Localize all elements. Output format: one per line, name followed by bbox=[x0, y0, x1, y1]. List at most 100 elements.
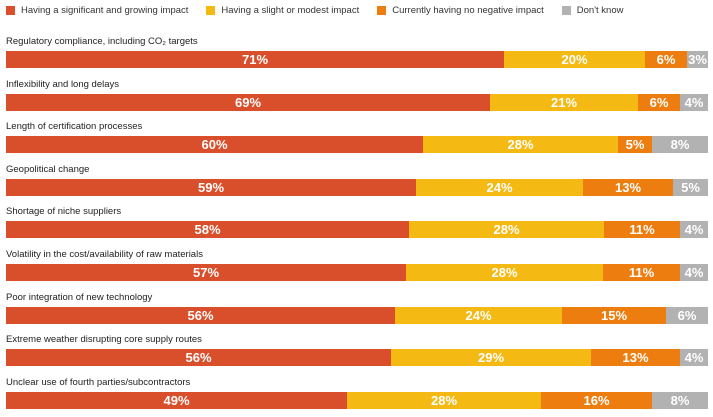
row-label: Extreme weather disrupting core supply r… bbox=[6, 334, 202, 345]
bar-segment-none: 11% bbox=[604, 221, 680, 238]
data-label: 57% bbox=[192, 265, 220, 280]
data-label: 15% bbox=[600, 308, 628, 323]
bar-segment-dont-know: 8% bbox=[652, 392, 708, 409]
bar-segment-dont-know: 4% bbox=[680, 349, 708, 366]
legend-label: Having a slight or modest impact bbox=[221, 4, 360, 16]
data-label: 16% bbox=[583, 393, 610, 408]
bar-segment-significant: 56% bbox=[6, 307, 395, 324]
bar-row: 57% 28% 11% 4% bbox=[6, 264, 708, 281]
data-label: 28% bbox=[430, 393, 458, 408]
row-label: Volatility in the cost/availability of r… bbox=[6, 249, 203, 260]
data-label: 4% bbox=[684, 265, 704, 280]
bar-segment-dont-know: 8% bbox=[652, 136, 708, 153]
row-label: Geopolitical change bbox=[6, 164, 90, 175]
data-label: 8% bbox=[670, 393, 690, 408]
bar-segment-slight: 28% bbox=[423, 136, 618, 153]
data-label: 4% bbox=[684, 95, 704, 110]
row-label: Length of certification processes bbox=[6, 121, 143, 132]
data-label: 21% bbox=[550, 95, 578, 110]
bar-segment-dont-know: 3% bbox=[687, 51, 708, 68]
bar-segment-dont-know: 6% bbox=[666, 307, 708, 324]
legend-item-slight: Having a slight or modest impact bbox=[206, 5, 359, 16]
row-label: Regulatory compliance, including CO₂ tar… bbox=[6, 36, 198, 47]
bar-segment-significant: 59% bbox=[6, 179, 416, 196]
bar-segment-none: 13% bbox=[591, 349, 680, 366]
bar-segment-none: 13% bbox=[583, 179, 673, 196]
bar-segment-slight: 29% bbox=[391, 349, 591, 366]
bar-segment-slight: 28% bbox=[409, 221, 604, 238]
bar-segment-significant: 69% bbox=[6, 94, 490, 111]
bar-segment-slight: 28% bbox=[406, 264, 603, 281]
bar-segment-dont-know: 4% bbox=[680, 94, 708, 111]
legend-swatch bbox=[561, 5, 571, 15]
data-label: 3% bbox=[688, 52, 707, 67]
legend-swatch bbox=[377, 5, 387, 15]
bar-segment-significant: 49% bbox=[6, 392, 347, 409]
data-label: 4% bbox=[684, 350, 704, 365]
data-label: 29% bbox=[477, 350, 505, 365]
bar-row: 59% 24% 13% 5% bbox=[6, 179, 708, 196]
bar-row: 49% 28% 16% 8% bbox=[6, 392, 708, 409]
data-label: 6% bbox=[649, 95, 669, 110]
data-label: 69% bbox=[234, 95, 262, 110]
data-label: 6% bbox=[677, 308, 697, 323]
bar-segment-significant: 71% bbox=[6, 51, 504, 68]
bar-segment-dont-know: 5% bbox=[673, 179, 708, 196]
data-label: 59% bbox=[197, 180, 225, 195]
bar-row: 60% 28% 5% 8% bbox=[6, 136, 708, 153]
data-label: 28% bbox=[507, 137, 534, 152]
data-label: 4% bbox=[684, 222, 704, 237]
data-label: 58% bbox=[194, 222, 221, 237]
data-label: 13% bbox=[614, 180, 642, 195]
data-label: 24% bbox=[465, 308, 492, 323]
data-label: 8% bbox=[670, 137, 690, 152]
bar-segment-significant: 58% bbox=[6, 221, 409, 238]
data-label: 11% bbox=[629, 222, 655, 237]
data-label: 5% bbox=[625, 137, 645, 152]
data-label: 20% bbox=[561, 52, 588, 67]
data-label: 28% bbox=[491, 265, 518, 280]
legend-item-significant: Having a significant and growing impact bbox=[6, 5, 188, 16]
data-label: 71% bbox=[241, 52, 269, 67]
bar-segment-significant: 60% bbox=[6, 136, 423, 153]
bar-segment-none: 5% bbox=[618, 136, 652, 153]
bar-row: 56% 24% 15% 6% bbox=[6, 307, 708, 324]
row-label: Inflexibility and long delays bbox=[6, 79, 120, 90]
bar-row: 56% 29% 13% 4% bbox=[6, 349, 708, 366]
legend-item-none: Currently having no negative impact bbox=[377, 5, 544, 16]
bar-segment-dont-know: 4% bbox=[680, 221, 708, 238]
bar-segment-significant: 57% bbox=[6, 264, 406, 281]
data-label: 60% bbox=[201, 137, 228, 152]
legend-label: Having a significant and growing impact bbox=[21, 4, 189, 16]
data-label: 56% bbox=[187, 308, 214, 323]
data-label: 49% bbox=[163, 393, 190, 408]
bar-segment-slight: 24% bbox=[395, 307, 562, 324]
bar-row: 71% 20% 6% 3% bbox=[6, 51, 708, 68]
legend-swatch bbox=[6, 5, 15, 15]
legend: Having a significant and growing impact … bbox=[6, 3, 641, 17]
data-label: 11% bbox=[628, 265, 655, 280]
data-label: 5% bbox=[681, 180, 700, 195]
bar-segment-none: 16% bbox=[541, 392, 652, 409]
data-label: 56% bbox=[185, 350, 212, 365]
bar-segment-significant: 56% bbox=[6, 349, 391, 366]
bar-segment-slight: 20% bbox=[504, 51, 645, 68]
data-label: 13% bbox=[622, 350, 649, 365]
bar-segment-slight: 21% bbox=[490, 94, 638, 111]
legend-label: Don't know bbox=[576, 4, 624, 16]
legend-label: Currently having no negative impact bbox=[392, 4, 544, 16]
row-label: Poor integration of new technology bbox=[6, 292, 153, 303]
bar-row: 58% 28% 11% 4% bbox=[6, 221, 708, 238]
bar-segment-none: 6% bbox=[645, 51, 687, 68]
bar-segment-none: 6% bbox=[638, 94, 680, 111]
data-label: 6% bbox=[656, 52, 676, 67]
bar-segment-slight: 28% bbox=[347, 392, 541, 409]
row-label: Unclear use of fourth parties/subcontrac… bbox=[6, 377, 191, 388]
bar-segment-slight: 24% bbox=[416, 179, 583, 196]
data-label: 24% bbox=[486, 180, 513, 195]
legend-swatch bbox=[206, 5, 216, 15]
bar-segment-none: 11% bbox=[603, 264, 680, 281]
legend-item-dont-know: Don't know bbox=[561, 4, 624, 16]
data-label: 28% bbox=[493, 222, 520, 237]
